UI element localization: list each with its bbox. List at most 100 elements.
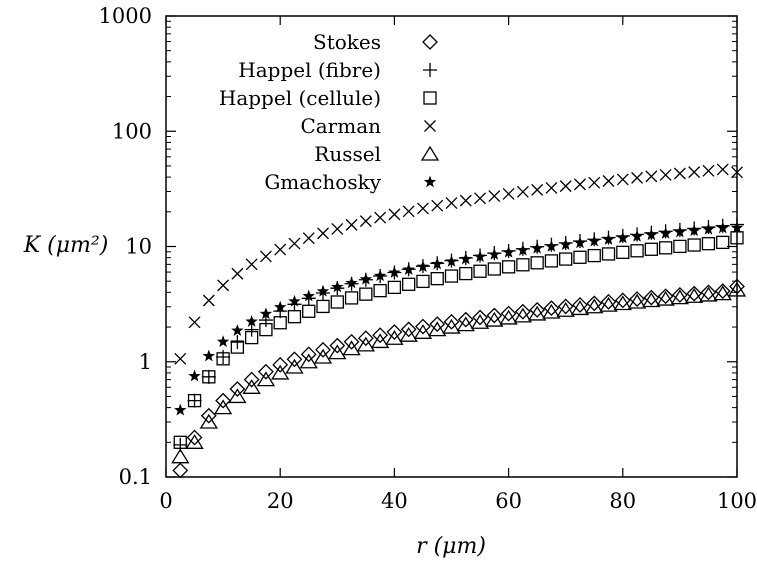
data-point (473, 264, 487, 278)
data-point (730, 231, 744, 245)
data-point (416, 274, 430, 289)
data-point (716, 235, 730, 250)
data-point (302, 304, 316, 318)
series-gmachosky (174, 221, 744, 416)
data-point (700, 284, 717, 301)
data-point (357, 330, 374, 347)
x-tick-label: 40 (381, 489, 408, 513)
legend-marker (423, 63, 437, 77)
data-point (302, 289, 315, 302)
data-point (530, 241, 544, 254)
legend-marker (422, 34, 438, 50)
data-point (444, 269, 459, 283)
series-carman (174, 163, 743, 365)
data-point (614, 292, 631, 309)
series-happel-cellule (173, 231, 744, 449)
data-point (359, 287, 373, 301)
data-point (274, 243, 287, 256)
data-point (500, 305, 517, 322)
data-point (630, 229, 644, 242)
data-point (702, 222, 715, 235)
data-point (416, 260, 430, 273)
data-point (288, 294, 301, 307)
data-point (716, 163, 729, 176)
y-tick-label: 0.1 (119, 465, 152, 489)
data-point (727, 281, 747, 297)
data-point (688, 166, 701, 179)
data-point (216, 335, 230, 348)
data-point (616, 245, 630, 259)
x-tick-label: 0 (159, 489, 172, 513)
data-point (687, 238, 701, 252)
data-point (388, 208, 401, 221)
data-point (673, 167, 686, 180)
data-point (602, 233, 615, 245)
data-point (359, 272, 373, 285)
x-tick-label: 20 (267, 489, 294, 513)
data-point (188, 316, 201, 329)
y-axis-label: K (μm²) (23, 233, 109, 258)
data-point (230, 340, 245, 354)
data-point (601, 247, 616, 261)
data-point (215, 392, 232, 409)
series-stokes (172, 278, 745, 479)
data-point (272, 356, 289, 373)
data-point (388, 266, 401, 278)
data-point (174, 403, 187, 416)
data-point (428, 321, 447, 337)
data-point (285, 358, 304, 374)
data-point (342, 340, 361, 356)
data-point (699, 286, 718, 302)
data-point (656, 290, 675, 306)
data-point (529, 301, 546, 318)
data-point (373, 283, 387, 298)
data-point (216, 349, 231, 364)
y-tick-label: 1000 (99, 4, 152, 28)
data-point (200, 407, 217, 424)
data-point (345, 276, 358, 289)
data-point (459, 252, 472, 265)
data-point (730, 221, 744, 234)
data-point (472, 309, 488, 326)
data-point (259, 307, 273, 320)
data-point (172, 462, 189, 479)
data-point (627, 293, 647, 309)
data-point (588, 176, 601, 189)
data-point (316, 299, 330, 314)
data-point (559, 180, 572, 193)
data-point (330, 295, 344, 309)
data-point (673, 225, 687, 238)
data-point (271, 364, 290, 380)
data-point (299, 353, 318, 369)
data-point (328, 344, 347, 360)
series-happel-fibre (173, 217, 744, 452)
data-point (329, 337, 346, 354)
data-point (400, 321, 417, 338)
data-point (516, 258, 530, 272)
data-point (359, 215, 372, 228)
data-point (245, 315, 258, 327)
data-point (443, 313, 460, 330)
data-point (374, 211, 387, 224)
data-point (345, 218, 358, 231)
data-point (602, 175, 615, 187)
data-point (286, 351, 303, 368)
data-point (570, 300, 590, 316)
legend-label: Stokes (313, 30, 381, 54)
legend-marker (424, 120, 436, 132)
data-point (573, 236, 587, 249)
data-point (244, 330, 259, 345)
data-point (316, 284, 330, 297)
x-axis-label: r (μm) (416, 534, 486, 559)
data-point (702, 164, 715, 177)
data-point (216, 352, 230, 366)
legend-label: Carman (300, 114, 381, 138)
data-point (527, 305, 547, 321)
data-point (542, 303, 561, 319)
data-point (199, 413, 218, 429)
data-point (574, 178, 586, 191)
data-point (229, 381, 246, 397)
x-tick-label: 100 (717, 489, 757, 513)
data-point (729, 278, 745, 295)
